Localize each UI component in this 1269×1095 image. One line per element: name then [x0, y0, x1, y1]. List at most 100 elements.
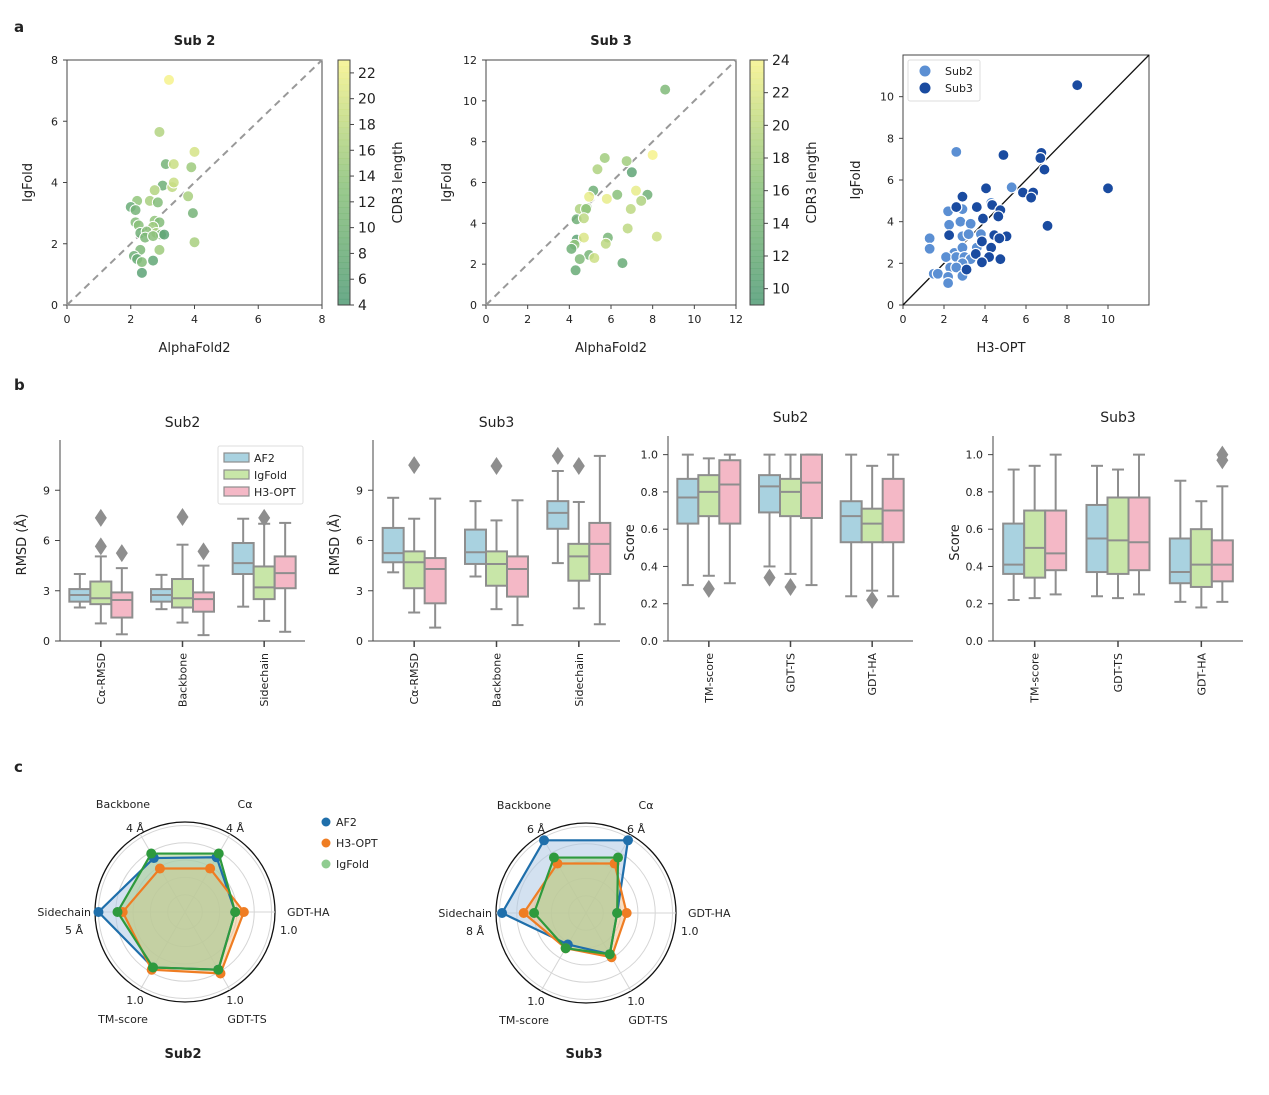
- legend-label: Sub3: [945, 82, 973, 95]
- data-point-sub3: [979, 182, 993, 195]
- y-tick-label: 0.6: [966, 523, 984, 536]
- data-point-sub3: [975, 256, 989, 269]
- x-tick-label: 0: [64, 313, 71, 326]
- colorbar-segment: [338, 139, 350, 147]
- legend-label: IgFold: [254, 469, 287, 482]
- colorbar-segment: [338, 286, 350, 294]
- box-igfold: [89, 508, 113, 625]
- colorbar-segment: [750, 194, 764, 202]
- colorbar-segment: [338, 96, 350, 104]
- radar-title: Sub2: [165, 1047, 202, 1062]
- colorbar-segment: [750, 280, 764, 288]
- box-af2: [758, 453, 781, 587]
- data-point: [616, 257, 629, 270]
- data-point: [151, 196, 164, 209]
- box-iqr: [506, 555, 529, 598]
- y-tick-label: 0.0: [966, 635, 984, 648]
- colorbar-tick-label: 4: [358, 298, 367, 314]
- outlier-marker: [258, 508, 271, 527]
- colorbar-segment: [338, 164, 350, 171]
- radar-point-igfold: [612, 908, 623, 918]
- plot-title: Sub 3: [590, 34, 632, 49]
- legend-marker: [919, 65, 931, 77]
- panel-label-a: a: [14, 18, 24, 36]
- data-point: [625, 166, 638, 179]
- colorbar-tick-label: 16: [358, 143, 376, 159]
- legend-label: AF2: [336, 816, 357, 829]
- box-af2: [546, 446, 570, 565]
- y-tick-label: 10: [880, 91, 894, 104]
- radar-point-h3-opt: [154, 863, 165, 874]
- data-point: [135, 256, 148, 269]
- colorbar-segment: [750, 121, 764, 128]
- y-tick-label: 0: [356, 635, 363, 648]
- category-label: Cα-RMSD: [95, 653, 108, 705]
- colorbar-segment: [750, 262, 764, 269]
- colorbar-tick-label: 8: [358, 246, 367, 262]
- legend-swatch: [223, 469, 250, 480]
- box-af2: [68, 573, 92, 609]
- scatter-plot-a2: Sub 30 2 4 6 8 10 12024681012AlphaFold2IgFold1…: [440, 34, 820, 356]
- plot-title: Sub 2: [174, 34, 216, 49]
- category-label: TM-score: [703, 653, 716, 704]
- y-tick-label: 0: [470, 299, 477, 312]
- x-axis-label: H3-OPT: [976, 341, 1025, 356]
- y-tick-label: 3: [356, 585, 363, 598]
- data-point-sub2: [954, 215, 967, 228]
- data-point: [630, 184, 642, 197]
- box-af2: [676, 453, 700, 587]
- box-h3-opt: [110, 544, 134, 636]
- data-point: [577, 231, 590, 244]
- data-point: [158, 228, 171, 241]
- radar-axis-max-label: 5 Å: [65, 924, 83, 937]
- radar-axis-max-label: 4 Å: [226, 822, 244, 835]
- colorbar-segment: [750, 90, 764, 98]
- data-point: [153, 125, 166, 138]
- y-axis-label: IgFold: [21, 163, 36, 202]
- x-axis-label: AlphaFold2: [158, 341, 230, 356]
- data-point: [163, 73, 175, 86]
- colorbar-tick-label: 14: [358, 169, 376, 185]
- colorbar-segment: [750, 60, 764, 67]
- data-point: [598, 152, 611, 164]
- box-iqr: [485, 550, 508, 587]
- outlier-marker: [702, 579, 715, 598]
- colorbar-segment: [750, 219, 764, 226]
- plot-title: Sub2: [773, 410, 809, 426]
- y-tick-label: 0.8: [966, 486, 984, 499]
- colorbar-segment: [750, 256, 764, 263]
- box-iqr: [1023, 509, 1047, 579]
- y-axis-label: Score: [623, 524, 638, 560]
- radar-axis-label: Sidechain: [438, 907, 492, 920]
- x-tick-label: 6: [608, 313, 615, 326]
- radar-point-igfold: [548, 852, 559, 863]
- y-axis-label: Score: [948, 524, 963, 560]
- colorbar-label: CDR3 length: [391, 142, 406, 224]
- data-point: [620, 155, 633, 168]
- box-iqr: [839, 500, 863, 544]
- colorbar-segment: [750, 292, 764, 300]
- data-point: [588, 252, 601, 265]
- y-tick-label: 4: [887, 216, 894, 229]
- box-iqr: [718, 459, 742, 525]
- radar-point-h3-opt: [205, 863, 216, 874]
- data-point-sub3: [969, 247, 982, 261]
- y-tick-label: 6: [470, 177, 477, 190]
- box-iqr: [89, 580, 113, 606]
- data-point: [182, 190, 195, 203]
- colorbar-segment: [750, 237, 764, 245]
- box-h3-opt: [800, 453, 823, 587]
- box-iqr: [697, 474, 721, 518]
- data-point: [147, 230, 160, 243]
- colorbar-segment: [750, 200, 764, 208]
- colorbar-segment: [338, 256, 350, 263]
- legend-label: Sub2: [945, 65, 973, 78]
- colorbar-tick-label: 22: [358, 66, 376, 82]
- outlier-marker: [408, 456, 421, 475]
- box-iqr: [860, 507, 884, 544]
- data-point: [621, 222, 634, 235]
- plot-title: Sub3: [479, 415, 515, 431]
- colorbar-segment: [338, 145, 350, 153]
- y-tick-label: 0.8: [641, 486, 659, 499]
- box-igfold: [697, 457, 721, 598]
